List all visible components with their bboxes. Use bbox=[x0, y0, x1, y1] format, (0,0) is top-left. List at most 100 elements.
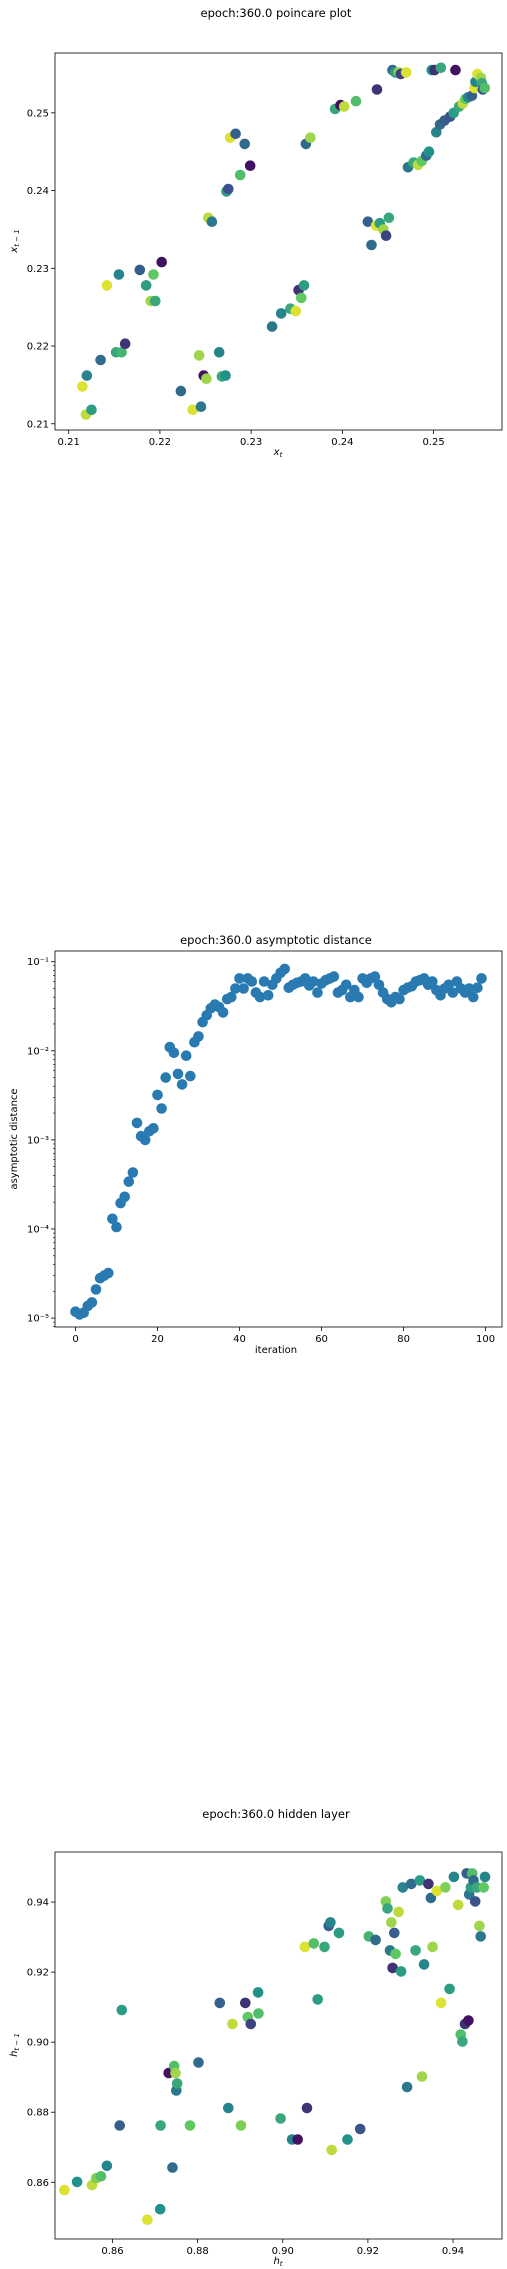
data-point bbox=[417, 2071, 428, 2082]
data-point bbox=[472, 982, 483, 993]
data-point bbox=[246, 2019, 257, 2030]
data-point bbox=[150, 296, 161, 307]
data-point bbox=[470, 1896, 481, 1907]
hidden-layer-chart: epoch:360.0 hidden layer 0.86 0.88 0.90 0.9… bbox=[0, 1790, 507, 2269]
data-point bbox=[238, 983, 249, 994]
data-point bbox=[170, 2068, 181, 2079]
data-point bbox=[253, 1987, 264, 1998]
data-point bbox=[142, 2214, 153, 2225]
data-point bbox=[103, 1268, 114, 1279]
data-point bbox=[223, 2103, 234, 2114]
x-tick-label: 0.25 bbox=[422, 437, 444, 448]
x-tick-label: 0.88 bbox=[186, 2246, 208, 2257]
x-tick-label: 0 bbox=[72, 1334, 78, 1345]
data-point bbox=[480, 1872, 491, 1883]
data-point bbox=[453, 1900, 464, 1911]
data-point bbox=[239, 139, 250, 150]
data-point bbox=[169, 1048, 180, 1059]
y-tick-label: 0.86 bbox=[27, 2178, 49, 2189]
data-point bbox=[427, 1942, 438, 1953]
y-axis: 10⁻⁵10⁻⁴10⁻³10⁻²10⁻¹ bbox=[27, 957, 55, 1327]
data-point bbox=[339, 101, 350, 112]
data-point bbox=[102, 2161, 113, 2172]
data-point bbox=[401, 67, 412, 78]
data-point bbox=[474, 1921, 485, 1932]
data-point bbox=[218, 1007, 229, 1018]
data-point bbox=[468, 992, 479, 1003]
data-point bbox=[351, 96, 362, 107]
y-tick-label: 0.24 bbox=[27, 186, 49, 197]
data-point bbox=[135, 265, 146, 276]
data-point bbox=[479, 83, 490, 94]
data-point bbox=[394, 994, 405, 1005]
data-point bbox=[173, 1069, 184, 1080]
data-point bbox=[440, 1882, 451, 1893]
data-point bbox=[77, 381, 88, 392]
data-point bbox=[156, 1103, 167, 1114]
data-point bbox=[463, 2015, 474, 2026]
data-point bbox=[424, 146, 435, 157]
data-point bbox=[436, 63, 447, 74]
data-point bbox=[148, 1123, 159, 1134]
data-point bbox=[95, 355, 106, 366]
data-point bbox=[291, 306, 302, 317]
data-point bbox=[230, 129, 241, 140]
x-tick-label: 0.24 bbox=[331, 437, 353, 448]
data-point bbox=[423, 1879, 434, 1890]
data-point bbox=[156, 257, 167, 268]
data-point bbox=[475, 1931, 486, 1942]
points-layer bbox=[59, 1868, 490, 2225]
data-point bbox=[381, 230, 392, 241]
data-point bbox=[325, 1917, 336, 1928]
data-point bbox=[220, 370, 231, 381]
data-point bbox=[393, 1907, 404, 1918]
plot-frame bbox=[55, 53, 502, 430]
x-tick-label: 100 bbox=[476, 1334, 495, 1345]
y-tick-label: 0.23 bbox=[27, 264, 49, 275]
y-tick-label: 0.92 bbox=[27, 1968, 49, 1979]
data-point bbox=[194, 350, 205, 361]
data-point bbox=[275, 2113, 286, 2124]
data-point bbox=[476, 973, 487, 984]
data-point bbox=[449, 1872, 460, 1883]
data-point bbox=[309, 1938, 320, 1949]
data-point bbox=[457, 2036, 468, 2047]
data-point bbox=[102, 280, 113, 291]
data-point bbox=[279, 964, 290, 975]
x-axis-label: iteration bbox=[255, 1345, 297, 1356]
data-point bbox=[214, 347, 225, 358]
y-tick-label: 0.22 bbox=[27, 342, 49, 353]
points-layer bbox=[77, 63, 490, 420]
x-tick-label: 0.94 bbox=[442, 2246, 464, 2257]
data-point bbox=[114, 2120, 125, 2131]
data-point bbox=[181, 1050, 192, 1061]
chart-title: epoch:360.0 asymptotic distance bbox=[180, 933, 372, 947]
x-tick-label: 0.86 bbox=[101, 2246, 123, 2257]
data-point bbox=[193, 1031, 204, 1042]
data-point bbox=[247, 976, 258, 987]
data-point bbox=[193, 2057, 204, 2068]
data-point bbox=[141, 280, 152, 291]
data-point bbox=[124, 1176, 135, 1187]
asymptotic-distance-chart: epoch:360.0 asymptotic distance 0 20 40 60 8… bbox=[0, 930, 507, 1370]
data-point bbox=[245, 160, 256, 171]
y-axis: 0.21 0.22 0.23 0.24 0.25 bbox=[27, 108, 55, 430]
data-point bbox=[128, 1167, 139, 1178]
y-tick-label: 10⁻¹ bbox=[27, 957, 49, 968]
poincare-plot-chart: epoch:360.0 poincare plot 0.21 0.22 0.23 0.… bbox=[0, 0, 507, 460]
data-point bbox=[227, 2019, 238, 2030]
data-point bbox=[267, 321, 278, 332]
y-tick-label: 0.90 bbox=[27, 2038, 49, 2049]
data-point bbox=[386, 1917, 397, 1928]
data-point bbox=[172, 2078, 183, 2089]
y-tick-label: 0.88 bbox=[27, 2108, 49, 2119]
y-tick-label: 0.21 bbox=[27, 419, 49, 430]
data-point bbox=[342, 2134, 353, 2145]
chart-title: epoch:360.0 poincare plot bbox=[201, 6, 352, 20]
data-point bbox=[419, 1959, 430, 1970]
data-point bbox=[87, 1297, 98, 1308]
y-axis-label: asymptotic distance bbox=[9, 1088, 20, 1189]
data-point bbox=[96, 2171, 107, 2182]
data-point bbox=[155, 2120, 166, 2131]
data-point bbox=[334, 1928, 345, 1939]
